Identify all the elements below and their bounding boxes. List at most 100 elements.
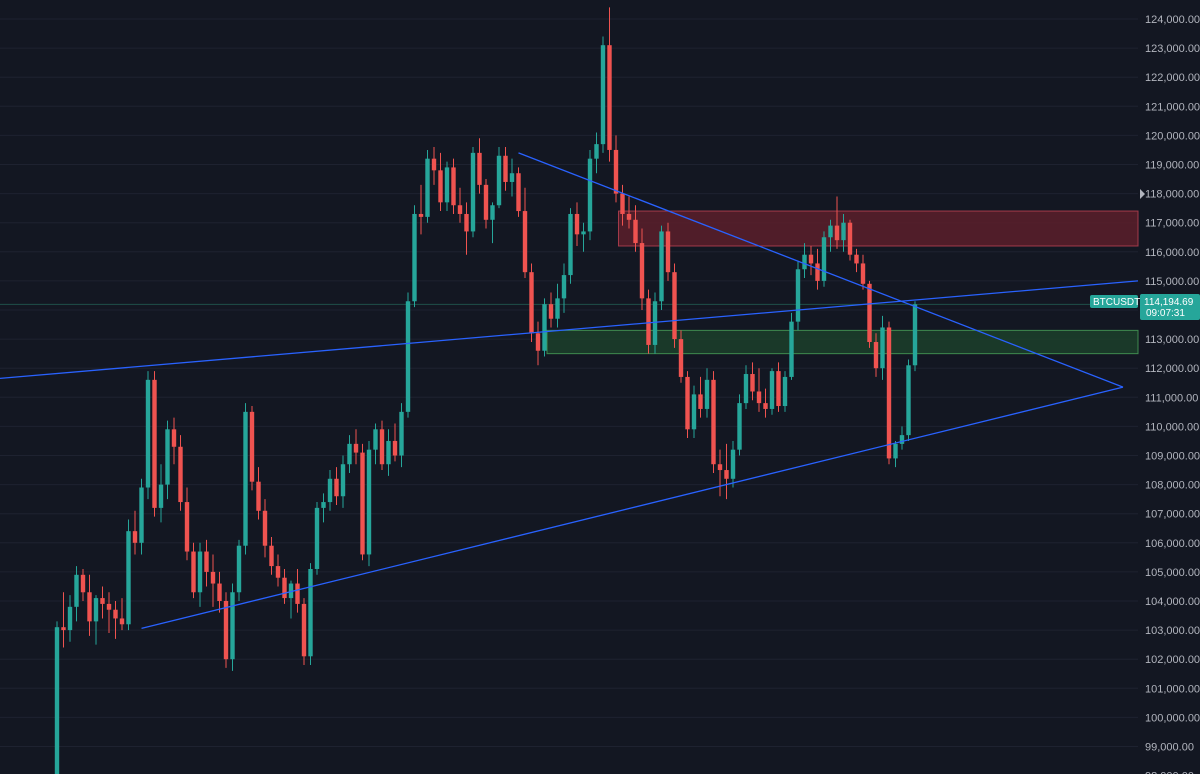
candle-body xyxy=(672,272,677,340)
candle-body xyxy=(457,205,463,214)
y-tick-label: 111,000.00 xyxy=(1145,392,1198,404)
symbol-label: BTCUSDT xyxy=(1093,297,1140,308)
price-axis[interactable]: 98,000.00 99,000.00 100,000.00 101,000.00 10… xyxy=(1145,14,1200,774)
candle-body xyxy=(74,574,79,607)
candle-body xyxy=(152,379,157,508)
candle-body xyxy=(191,551,196,593)
candle-body xyxy=(717,464,723,471)
candle-body xyxy=(620,193,625,214)
y-tick-label: 98,000.00 xyxy=(1145,771,1194,774)
candle-body xyxy=(165,429,170,485)
y-tick-label: 119,000.00 xyxy=(1145,160,1199,172)
ascending-line-lower xyxy=(141,386,1124,629)
candle-body xyxy=(126,531,131,625)
price-badge-bg xyxy=(1140,294,1200,320)
y-tick-label: 106,000.00 xyxy=(1145,538,1200,550)
candle-body xyxy=(431,158,437,171)
candle-body xyxy=(132,531,138,543)
candle-body xyxy=(535,333,541,351)
candle-body xyxy=(659,231,664,302)
candle-body xyxy=(711,379,716,465)
y-tick-label: 107,000.00 xyxy=(1145,509,1200,521)
candle-body xyxy=(412,213,417,302)
y-tick-label: 113,000.00 xyxy=(1145,334,1199,346)
y-tick-label: 120,000.00 xyxy=(1145,130,1200,142)
candle-body xyxy=(886,327,892,459)
countdown-label: 09:07:31 xyxy=(1146,308,1185,319)
candle-body xyxy=(178,446,183,503)
candle-body xyxy=(724,470,729,479)
candle-body xyxy=(93,598,99,622)
candle-body xyxy=(288,583,294,599)
y-tick-label: 108,000.00 xyxy=(1145,480,1200,492)
trendlines[interactable] xyxy=(0,152,1139,629)
candle-body xyxy=(184,502,190,552)
candle-body xyxy=(256,481,261,511)
y-tick-label: 109,000.00 xyxy=(1145,451,1200,463)
candle-body xyxy=(67,606,73,631)
candle-body xyxy=(282,577,287,599)
candle-body xyxy=(815,263,820,281)
candle-body xyxy=(685,376,690,430)
candle-body xyxy=(743,374,749,404)
support-zone xyxy=(546,329,1139,355)
y-tick-label: 117,000.00 xyxy=(1145,218,1199,230)
y-tick-label: 104,000.00 xyxy=(1145,596,1200,608)
candle-body xyxy=(113,609,118,619)
candle-body xyxy=(106,603,112,610)
candle-body xyxy=(834,225,840,241)
candle-body xyxy=(750,374,755,392)
candle-body xyxy=(522,211,528,273)
candle-body xyxy=(347,443,352,465)
ascending-line-upper xyxy=(0,280,1139,380)
candle-body xyxy=(464,213,469,232)
candle-body xyxy=(451,167,456,206)
candle-body xyxy=(802,254,807,270)
candle-body xyxy=(217,583,222,601)
candle-body xyxy=(555,298,560,319)
candle-body xyxy=(587,158,593,232)
candle-body xyxy=(613,149,619,194)
candle-body xyxy=(210,571,216,584)
candle-body xyxy=(301,603,307,657)
candle-body xyxy=(626,213,632,220)
y-tick-label: 103,000.00 xyxy=(1145,625,1200,637)
candle-body xyxy=(594,144,599,159)
candle-body xyxy=(607,45,612,150)
y-tick-label: 99,000.00 xyxy=(1145,742,1194,754)
candle-body xyxy=(145,379,151,488)
candle-body xyxy=(561,275,567,299)
candle-body xyxy=(230,592,235,660)
candle-body xyxy=(204,551,209,572)
candle-body xyxy=(789,321,794,377)
candle-body xyxy=(80,574,86,593)
candle-body xyxy=(698,394,703,409)
y-tick-label: 100,000.00 xyxy=(1145,712,1200,724)
candle-body xyxy=(503,155,508,182)
y-tick-label: 112,000.00 xyxy=(1145,363,1199,375)
descending-line xyxy=(518,152,1124,388)
last-price-badge: BTCUSDT 114,194.69 09:07:31 xyxy=(1090,294,1200,320)
candle-body xyxy=(529,272,534,334)
candle-body xyxy=(275,566,281,578)
candle-body xyxy=(379,429,385,465)
candle-body xyxy=(158,484,164,508)
candle-body xyxy=(249,411,255,482)
y-tick-label: 105,000.00 xyxy=(1145,567,1200,579)
y-tick-label: 110,000.00 xyxy=(1145,421,1199,433)
candle-body xyxy=(600,45,606,145)
candle-body xyxy=(906,365,911,436)
candle-body xyxy=(633,219,638,244)
y-tick-label: 121,000.00 xyxy=(1145,101,1200,113)
candle-body xyxy=(665,231,671,273)
candle-body xyxy=(444,167,450,203)
candle-body xyxy=(223,601,229,660)
candle-body xyxy=(912,304,918,366)
candle-body xyxy=(100,598,105,604)
symbol-badge-bg xyxy=(1090,295,1138,308)
candle-body xyxy=(860,263,866,284)
candle-body xyxy=(321,502,326,508)
candle-body xyxy=(847,222,853,255)
candle-body xyxy=(763,403,768,409)
